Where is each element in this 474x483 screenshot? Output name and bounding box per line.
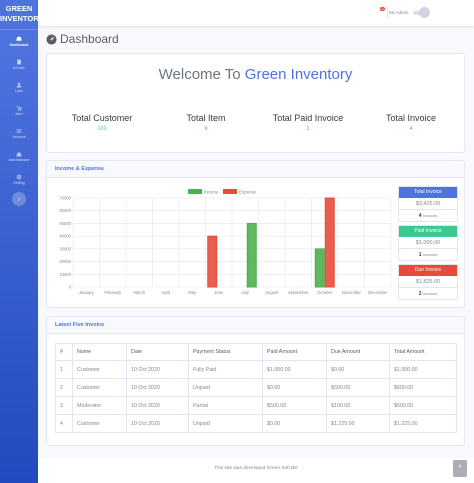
x-tick-label: May — [188, 290, 197, 295]
x-tick-label: August — [265, 290, 279, 295]
cart-icon — [15, 105, 23, 111]
inv-head: Total Invoice — [399, 187, 457, 198]
y-tick-label: 20000 — [59, 259, 71, 264]
legend-swatch — [223, 189, 237, 194]
table-row[interactable]: 4 Customer 10 Oct 2020 Unpaid $0.00 $1,225.00… — [55, 414, 457, 433]
sidebar-item-label: Account — [12, 135, 26, 139]
notification-badge: 3+ — [380, 7, 386, 11]
avatar[interactable] — [419, 7, 430, 18]
gear-icon — [15, 174, 23, 180]
brand-logo[interactable]: GREEN INVENTORY — [0, 0, 43, 30]
x-tick-label: February — [104, 290, 122, 295]
legend-label: Expense — [239, 190, 257, 195]
envelope-icon[interactable] — [413, 9, 420, 16]
income-expense-card: Income & Expense 0 10000 20000 30000 40000 50… — [46, 160, 465, 308]
x-tick-label: October — [317, 290, 333, 295]
legend-label: Income — [204, 190, 219, 195]
x-tick-label: January — [79, 290, 95, 295]
y-tick-label: 30000 — [59, 246, 71, 251]
sidebar-item-user[interactable]: User — [0, 76, 38, 99]
sidebar-item-invoice[interactable]: Invoice — [0, 53, 38, 76]
stat-total-paid-invoice: Total Paid Invoice 1 — [272, 113, 344, 132]
y-tick-label: 60000 — [59, 208, 71, 213]
table-row[interactable]: 1 Customer 10 Oct 2020 Fully Paid $1,000.00 $… — [55, 360, 457, 379]
topbar-divider — [387, 7, 388, 19]
x-tick-label: July — [242, 290, 250, 295]
y-tick-label: 40000 — [59, 234, 71, 239]
x-tick-label: April — [162, 290, 170, 295]
paid-invoice-box: Paid Invoice $1,000.00 1 Invoices — [398, 225, 458, 261]
footer: This site was developed Green Soft BD — [38, 458, 474, 483]
scroll-to-top-button[interactable]: ^ — [453, 460, 467, 477]
welcome-card: Welcome To Green Inventory Total Custome… — [46, 53, 465, 153]
x-tick-label: September — [288, 290, 309, 295]
tachometer-icon — [46, 33, 57, 45]
welcome-title: Welcome To Green Inventory — [158, 66, 353, 83]
x-tick-label: June — [214, 290, 224, 295]
sidebar-item-account[interactable]: Account — [0, 122, 38, 145]
sidebar-item-label: Dashboard — [9, 43, 29, 47]
user-name[interactable]: Mr.Admin — [389, 10, 409, 15]
sidebar-toggle-button[interactable]: › — [12, 192, 26, 206]
sidebar-item-setting[interactable]: Setting — [0, 168, 38, 191]
user-icon — [15, 82, 23, 88]
stat-total-customer: Total Customer 101 — [71, 113, 133, 132]
sidebar-item-dashboard[interactable]: Dashboard — [0, 30, 38, 53]
total-invoice-box: Total Invoice $3,425.00 4 Invoices — [398, 186, 458, 222]
sidebar-item-label: Setting — [13, 181, 25, 185]
sidebar-item-administrator[interactable]: Administrator — [0, 145, 38, 168]
footer-text: This site was developed Green Soft BD — [214, 466, 298, 471]
topbar — [38, 0, 474, 26]
table-row[interactable]: 2 Customer 10 Oct 2020 Unpaid $0.00 $600.00 $6… — [55, 378, 457, 397]
y-tick-label: 0 — [69, 285, 72, 290]
x-tick-label: November — [342, 290, 362, 295]
bar-expense — [207, 235, 218, 288]
sidebar-item-item[interactable]: Item — [0, 99, 38, 122]
inv-head: Paid Invoice — [399, 226, 457, 237]
x-tick-label: March — [133, 290, 145, 295]
account-icon — [15, 128, 23, 134]
stat-total-invoice: Total Invoice 4 — [385, 113, 437, 132]
y-tick-label: 50000 — [59, 221, 71, 226]
invoice-icon — [15, 59, 23, 65]
table-header-row: # Name Date Payment Status Paid Amount D… — [55, 343, 457, 361]
sidebar-item-label: Administrator — [8, 158, 30, 162]
invoice-table: # Name Date Payment Status Paid Amount D… — [55, 343, 457, 433]
y-tick-label: 70000 — [59, 196, 71, 201]
admin-icon — [15, 151, 23, 157]
sidebar-item-label: User — [15, 89, 23, 93]
sidebar-item-label: Invoice — [13, 66, 25, 70]
table-row[interactable]: 3 Moderator 10 Oct 2020 Partial $500.00 $100.… — [55, 396, 457, 415]
bar-expense — [324, 197, 335, 288]
bar-income — [246, 222, 257, 288]
dashboard-icon — [15, 36, 23, 42]
chart-card-title: Income & Expense — [47, 161, 464, 178]
stat-total-item: Total Item 9 — [186, 113, 226, 132]
table-card-title: Latest Five Invoice — [47, 317, 464, 334]
inv-head: Due Invoice — [399, 265, 457, 276]
page-title: Dashboard — [46, 32, 119, 46]
income-expense-chart: 0 10000 20000 30000 40000 50000 60000 70000 Janu… — [59, 189, 392, 295]
x-tick-label: December — [368, 290, 388, 295]
legend-swatch — [188, 189, 202, 194]
sidebar: GREEN INVENTORY Dashboard Invoice User I… — [0, 0, 43, 483]
sidebar-item-label: Item — [15, 112, 23, 116]
latest-invoice-card: Latest Five Invoice # Name Date Payment … — [46, 316, 465, 446]
due-invoice-box: Due Invoice $1,825.00 2 Invoices — [398, 264, 458, 300]
y-tick-label: 10000 — [59, 272, 71, 277]
bar-income — [314, 248, 325, 288]
